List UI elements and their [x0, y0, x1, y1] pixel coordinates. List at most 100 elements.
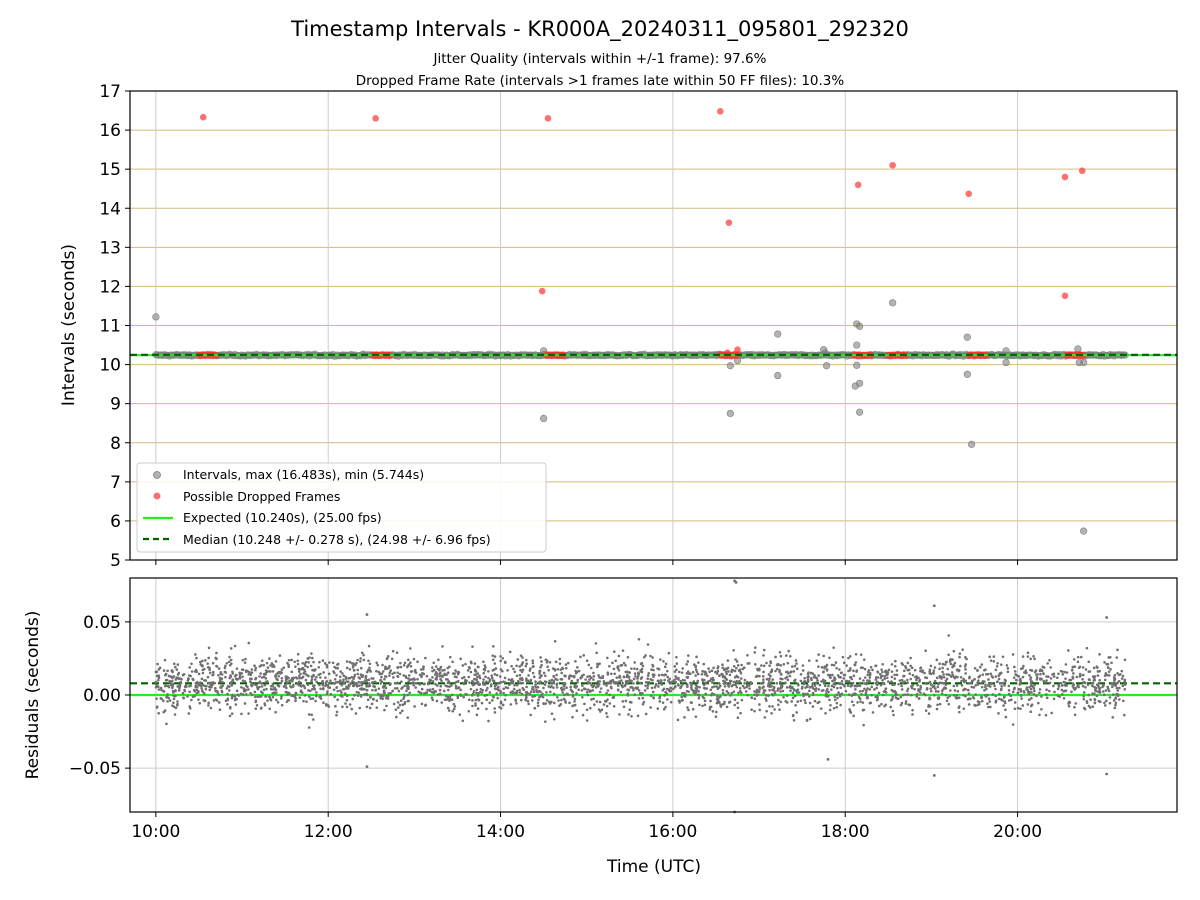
residual-point — [683, 679, 687, 682]
residual-point — [352, 662, 355, 665]
residual-point — [565, 692, 569, 696]
residual-point — [487, 676, 490, 680]
residual-point — [694, 668, 698, 672]
residual-point — [423, 692, 426, 695]
residual-point — [356, 668, 360, 672]
residual-point — [485, 707, 488, 711]
residual-point — [277, 685, 281, 688]
residual-point — [262, 688, 266, 692]
residual-point — [853, 684, 857, 688]
legend-label-expected: Expected (10.240s), (25.00 fps) — [183, 510, 382, 525]
residual-point — [599, 687, 603, 690]
interval-point-18 — [889, 299, 897, 307]
residual-point — [958, 710, 961, 714]
residual-point — [875, 686, 878, 690]
residual-point — [1060, 688, 1064, 692]
residual-point — [306, 683, 310, 687]
residual-point — [438, 672, 441, 676]
residual-point — [770, 680, 773, 684]
residual-point — [635, 687, 639, 690]
residual-point — [266, 680, 269, 683]
residual-point — [1073, 665, 1077, 669]
residual-point — [241, 675, 244, 679]
residual-point — [294, 696, 298, 700]
residual-point — [684, 692, 687, 696]
residual-point — [880, 668, 883, 671]
residual-point — [753, 693, 756, 696]
residual-point — [1019, 694, 1023, 697]
dropped-point-11 — [1061, 173, 1069, 181]
residual-point — [372, 677, 375, 680]
residual-point — [917, 697, 921, 700]
residual-point — [1103, 701, 1106, 705]
residual-point — [332, 670, 335, 673]
residual-point — [897, 682, 900, 686]
residual-point — [681, 699, 684, 702]
residual-point — [515, 674, 519, 678]
residual-point — [230, 684, 234, 687]
residual-point — [617, 668, 621, 672]
residual-point — [166, 700, 169, 703]
residual-point — [861, 689, 864, 693]
intervals-ytick-label-8: 13 — [99, 238, 121, 258]
residual-point — [188, 690, 191, 694]
residual-point — [155, 697, 158, 700]
residual-point — [1041, 665, 1045, 669]
residual-point — [768, 688, 771, 692]
residual-point — [869, 665, 873, 669]
residual-point — [966, 688, 970, 692]
residual-point — [347, 676, 350, 680]
residual-point — [544, 658, 548, 661]
residual-point — [307, 695, 311, 698]
residual-point — [727, 670, 730, 673]
residual-point — [839, 676, 842, 679]
residual-point — [602, 680, 606, 683]
residual-point — [791, 691, 795, 695]
residual-point — [651, 690, 655, 694]
residual-point — [840, 671, 843, 674]
xtick-label-1: 12:00 — [304, 822, 353, 842]
residual-point — [651, 673, 655, 676]
residual-point — [612, 650, 616, 653]
residual-point — [938, 702, 942, 706]
residual-point — [560, 698, 563, 702]
residual-point — [297, 674, 301, 678]
residual-point — [935, 658, 939, 662]
residual-point — [782, 695, 785, 699]
residual-point — [164, 684, 168, 688]
residual-point — [590, 676, 593, 680]
residual-point — [584, 678, 587, 681]
residual-point — [1110, 682, 1113, 686]
residual-point — [374, 688, 378, 692]
residual-point — [462, 675, 466, 679]
residual-point — [389, 691, 392, 695]
residual-point — [438, 667, 442, 671]
residual-point — [1035, 673, 1038, 676]
residual-point — [1035, 676, 1039, 679]
residual-point — [997, 677, 1001, 681]
residual-point — [716, 699, 720, 703]
residual-point — [781, 677, 784, 681]
residual-point — [1025, 671, 1028, 675]
residual-point — [890, 688, 894, 692]
residual-point — [644, 712, 648, 716]
residual-point — [715, 694, 719, 698]
residual-point — [401, 703, 405, 707]
residual-point — [679, 685, 683, 688]
interval-point-4 — [726, 409, 734, 418]
residual-point — [524, 658, 528, 662]
residual-point — [563, 693, 566, 697]
residual-point — [319, 676, 322, 679]
residual-point — [386, 697, 390, 700]
residual-point — [399, 711, 402, 715]
residual-point — [252, 683, 256, 686]
residual-point — [876, 670, 880, 674]
residual-point — [483, 668, 487, 672]
residual-point — [775, 682, 779, 685]
residual-point — [537, 681, 540, 684]
residual-point — [711, 710, 715, 713]
residual-point — [891, 709, 895, 713]
residual-point — [230, 662, 233, 665]
residual-point — [667, 651, 671, 655]
residual-point — [1121, 684, 1125, 688]
